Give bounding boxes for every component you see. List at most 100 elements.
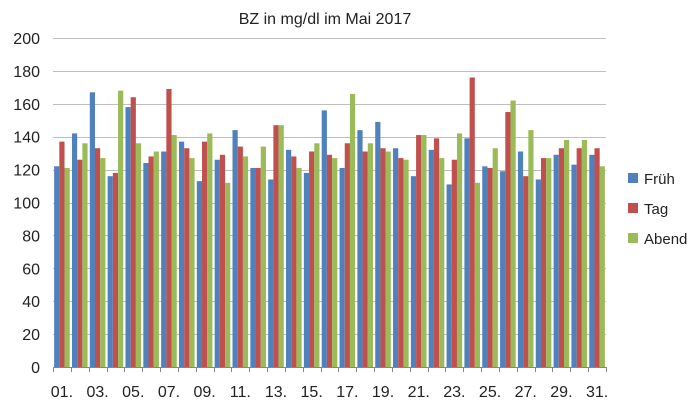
legend-swatch — [628, 173, 638, 183]
bar-abend-18 — [367, 143, 373, 367]
legend-swatch — [628, 233, 638, 243]
bar-abend-10 — [225, 182, 231, 367]
bar-früh-30 — [571, 164, 577, 367]
x-tick-label: 05. — [122, 384, 144, 401]
legend-label: Abend — [644, 231, 687, 248]
bar-abend-21 — [421, 135, 427, 367]
bar-früh-28 — [535, 179, 541, 367]
x-tick-label: 19. — [372, 384, 394, 401]
bar-abend-07 — [171, 135, 177, 367]
bars — [54, 77, 605, 368]
bar-tag-01 — [59, 141, 65, 367]
bar-tag-29 — [558, 148, 564, 367]
y-tick-label: 120 — [13, 163, 40, 180]
bar-früh-14 — [286, 149, 292, 367]
y-tick-label: 180 — [13, 64, 40, 81]
bar-tag-18 — [362, 151, 368, 367]
bar-tag-25 — [487, 167, 493, 367]
y-tick-label: 60 — [22, 261, 40, 278]
bar-tag-05 — [130, 97, 136, 367]
bar-abend-04 — [118, 90, 124, 367]
bar-tag-17 — [344, 143, 350, 367]
bar-tag-16 — [326, 154, 333, 367]
bar-früh-18 — [357, 130, 363, 367]
bar-früh-10 — [214, 159, 220, 367]
bar-tag-20 — [398, 158, 404, 367]
bar-früh-13 — [268, 179, 274, 367]
bar-tag-23 — [451, 159, 457, 367]
legend-swatch — [628, 203, 638, 213]
bar-abend-26 — [510, 100, 516, 367]
bar-abend-13 — [278, 125, 284, 367]
bar-früh-26 — [500, 171, 506, 367]
bar-früh-12 — [250, 167, 256, 367]
bar-tag-08 — [184, 148, 190, 367]
bar-abend-03 — [100, 158, 106, 367]
bar-tag-21 — [416, 135, 422, 367]
bar-früh-16 — [321, 110, 327, 367]
legend-label: Früh — [644, 171, 675, 188]
bar-abend-17 — [349, 93, 356, 368]
bar-abend-15 — [314, 143, 320, 367]
bar-tag-31 — [594, 148, 600, 367]
bar-tag-07 — [166, 89, 172, 367]
bar-abend-31 — [599, 166, 605, 367]
bar-abend-24 — [474, 182, 481, 367]
bar-früh-22 — [428, 149, 434, 367]
bar-tag-28 — [540, 158, 547, 367]
bar-früh-19 — [375, 121, 381, 368]
y-tick-label: 20 — [22, 327, 40, 344]
bar-früh-05 — [125, 107, 131, 367]
bar-früh-25 — [482, 166, 488, 367]
bar-tag-30 — [576, 148, 582, 367]
bar-abend-27 — [528, 130, 534, 367]
bar-früh-04 — [107, 176, 113, 367]
bar-früh-31 — [589, 154, 595, 367]
bar-tag-10 — [219, 154, 226, 367]
bar-abend-09 — [207, 133, 213, 367]
y-tick-label: 40 — [22, 294, 40, 311]
y-tick-label: 100 — [13, 196, 40, 213]
y-tick-label: 80 — [22, 228, 40, 245]
x-tick-label: 15. — [301, 384, 323, 401]
bar-tag-26 — [505, 112, 511, 367]
bar-tag-15 — [309, 151, 315, 367]
x-tick-label: 17. — [336, 384, 358, 401]
bar-tag-04 — [112, 172, 119, 367]
legend-label: Tag — [644, 201, 668, 218]
x-tick-label: 31. — [586, 384, 608, 401]
bar-tag-11 — [237, 146, 243, 367]
bar-früh-11 — [232, 130, 238, 367]
bar-abend-06 — [153, 151, 159, 367]
bar-tag-14 — [291, 156, 297, 367]
bar-tag-22 — [433, 138, 440, 367]
bar-abend-01 — [64, 167, 70, 367]
y-tick-label: 160 — [13, 97, 40, 114]
bar-abend-29 — [564, 139, 570, 367]
bar-abend-19 — [385, 151, 391, 367]
bar-früh-15 — [303, 172, 310, 367]
x-tick-label: 03. — [86, 384, 108, 401]
bar-abend-02 — [82, 143, 88, 367]
bar-tag-13 — [273, 125, 279, 367]
bar-abend-22 — [439, 158, 445, 367]
bar-tag-27 — [523, 176, 529, 367]
x-tick-label: 29. — [550, 384, 572, 401]
y-tick-label: 140 — [13, 130, 40, 147]
bar-früh-07 — [161, 151, 167, 367]
bar-tag-06 — [148, 156, 154, 367]
bar-früh-24 — [464, 138, 470, 367]
x-tick-label: 25. — [479, 384, 501, 401]
y-tick-label: 200 — [13, 31, 40, 48]
bar-früh-21 — [410, 176, 417, 367]
bar-abend-14 — [296, 167, 302, 367]
bar-früh-09 — [196, 181, 203, 367]
bar-früh-03 — [89, 92, 95, 367]
x-tick-label: 13. — [265, 384, 287, 401]
axes: 0 20 40 60 80 100 120 140 160 180 200 01. 03. 05. 07. 0… — [13, 31, 608, 401]
bar-früh-23 — [446, 184, 452, 367]
bar-abend-16 — [332, 158, 338, 367]
bar-früh-17 — [339, 167, 345, 367]
bar-früh-01 — [54, 166, 60, 367]
